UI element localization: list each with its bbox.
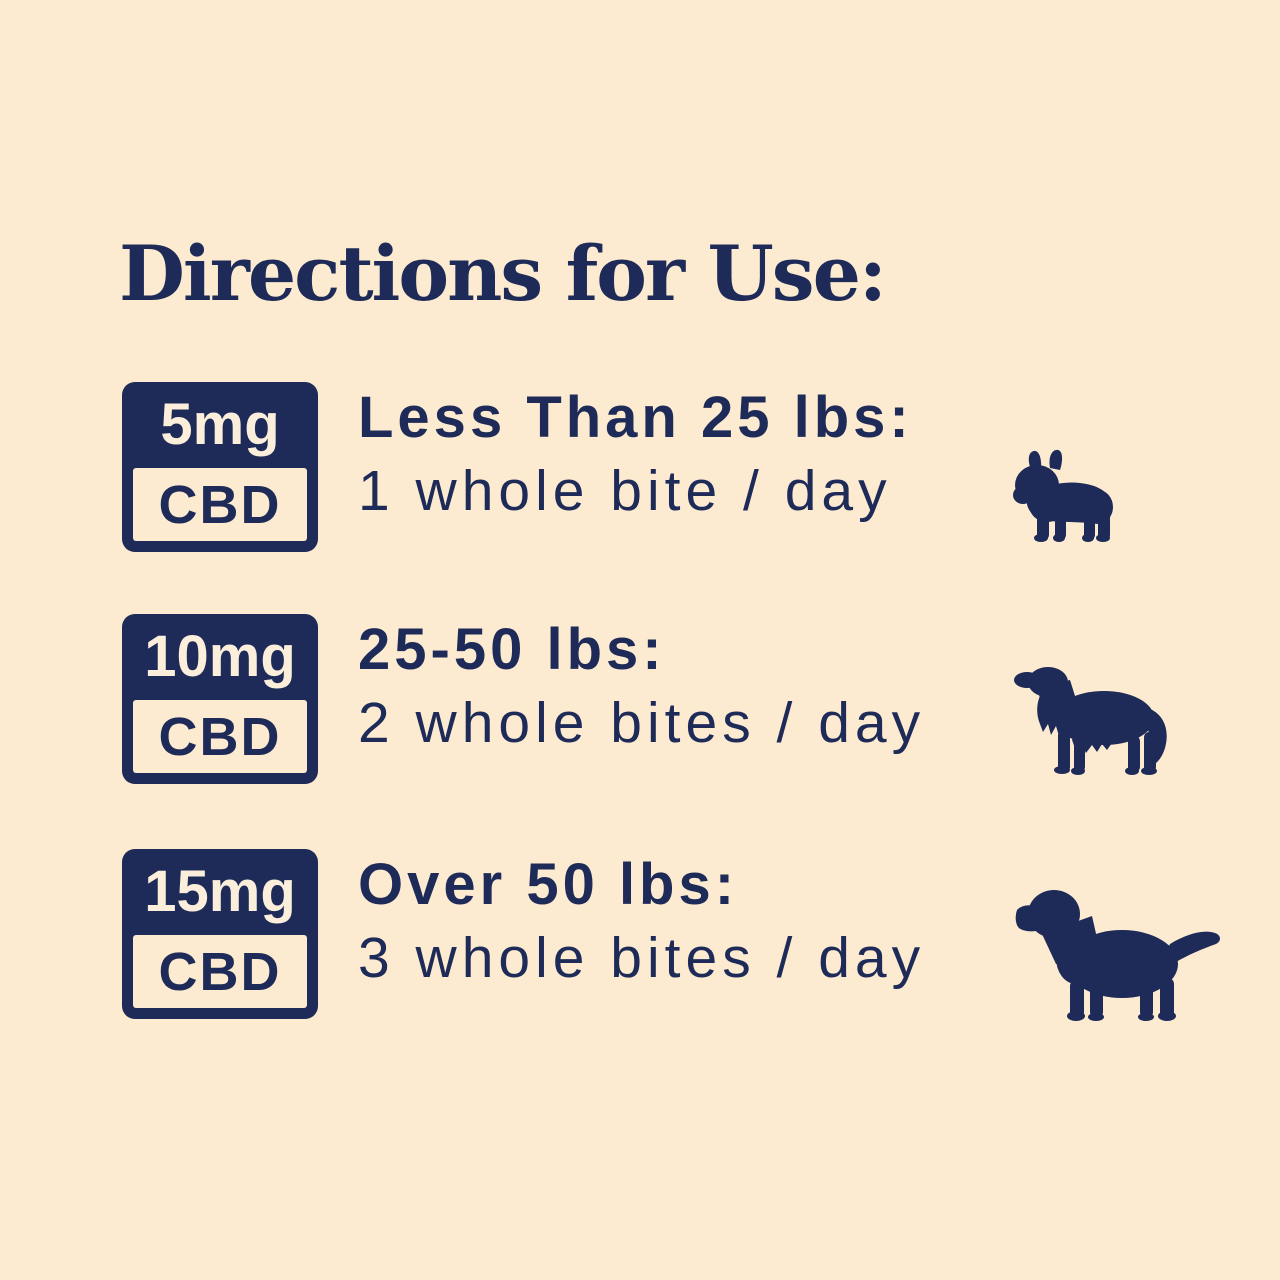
dosage-row-medium-dog: 10mg CBD 25-50 lbs: 2 whole bites / day bbox=[122, 614, 925, 784]
serving-instruction: 3 whole bites / day bbox=[358, 926, 926, 990]
dose-badge-5mg: 5mg CBD bbox=[122, 382, 318, 552]
page-title: Directions for Use: bbox=[119, 229, 887, 318]
serving-instruction: 1 whole bite / day bbox=[358, 459, 892, 523]
dosage-text: Over 50 lbs: 3 whole bites / day bbox=[358, 849, 925, 987]
dose-unit: CBD bbox=[158, 706, 282, 767]
dose-unit-box: CBD bbox=[133, 935, 307, 1008]
dose-unit-box: CBD bbox=[133, 468, 307, 541]
dose-amount: 5mg bbox=[160, 392, 280, 457]
dosage-row-large-dog: 15mg CBD Over 50 lbs: 3 whole bites / da… bbox=[122, 849, 925, 1019]
dosage-text: 25-50 lbs: 2 whole bites / day bbox=[358, 614, 925, 752]
weight-range-heading: Over 50 lbs: bbox=[358, 852, 739, 917]
dose-unit: CBD bbox=[158, 941, 282, 1002]
dose-amount: 15mg bbox=[144, 859, 296, 924]
dosage-text: Less Than 25 lbs: 1 whole bite / day bbox=[358, 382, 913, 520]
golden-retriever-icon bbox=[1012, 658, 1178, 776]
dose-unit-box: CBD bbox=[133, 700, 307, 773]
labrador-icon bbox=[1012, 882, 1224, 1024]
dose-amount: 10mg bbox=[144, 624, 296, 689]
weight-range-heading: 25-50 lbs: bbox=[358, 617, 666, 682]
french-bulldog-icon bbox=[1010, 448, 1120, 544]
dosage-row-small-dog: 5mg CBD Less Than 25 lbs: 1 whole bite /… bbox=[122, 382, 913, 552]
weight-range-heading: Less Than 25 lbs: bbox=[358, 385, 913, 450]
serving-instruction: 2 whole bites / day bbox=[358, 691, 926, 755]
dose-badge-15mg: 15mg CBD bbox=[122, 849, 318, 1019]
dose-unit: CBD bbox=[158, 474, 282, 535]
dose-badge-10mg: 10mg CBD bbox=[122, 614, 318, 784]
